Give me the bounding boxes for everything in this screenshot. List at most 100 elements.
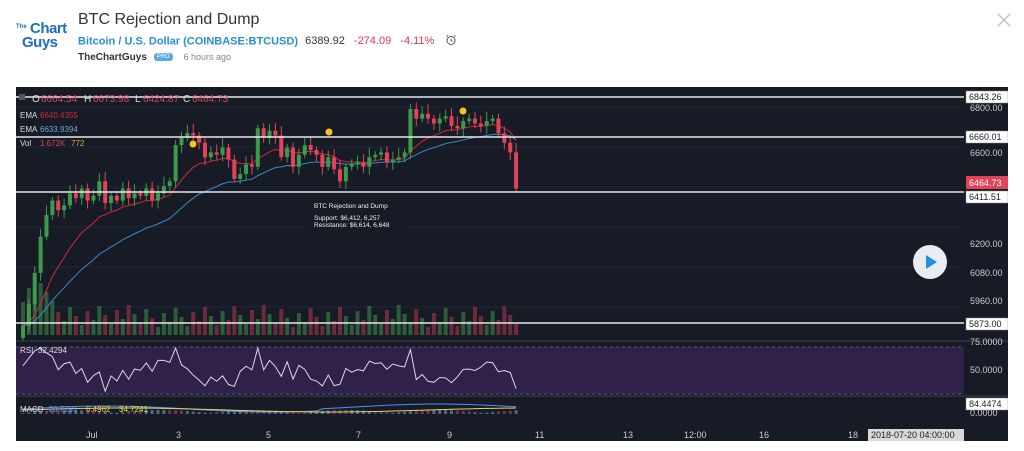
candle-body xyxy=(502,133,507,143)
author-line: TheChartGuys PRO 6 hours ago xyxy=(78,52,231,63)
time-tick: 12:00 xyxy=(684,430,707,440)
close-icon[interactable] xyxy=(996,12,1012,28)
candle-body xyxy=(337,169,342,182)
candle-body xyxy=(467,118,472,122)
candle-body xyxy=(455,125,460,129)
volume-bar xyxy=(244,324,249,335)
rsi-tick: 75.0000 xyxy=(970,337,1003,347)
candle-body xyxy=(396,157,401,160)
macd-histogram-bar xyxy=(455,410,459,414)
candle-body xyxy=(156,193,161,201)
macd-histogram-bar xyxy=(156,410,160,414)
candle-body xyxy=(449,116,454,126)
volume-bar xyxy=(67,307,72,335)
volume-bar xyxy=(408,323,413,335)
macd-histogram-bar xyxy=(174,410,178,414)
macd-histogram-bar xyxy=(432,410,436,414)
volume-bar xyxy=(361,320,366,335)
logo-guys-text: Guys xyxy=(22,34,58,51)
chart-area[interactable]: O 6664.54 H 6673.98 L 6424.87 C 6464.73 … xyxy=(16,87,1009,441)
candle-body xyxy=(414,109,419,119)
macd-histogram-bar xyxy=(215,412,219,414)
time-cursor-label: 2018-07-20 04:00:00 xyxy=(871,430,955,440)
volume-bar xyxy=(179,317,184,335)
candle-body xyxy=(431,118,436,124)
time-tick: 5 xyxy=(266,430,271,440)
svg-text:L: L xyxy=(135,94,141,105)
time-ago: 6 hours ago xyxy=(183,52,232,62)
candle-body xyxy=(85,188,90,201)
candle-body xyxy=(244,164,249,175)
symbol-link[interactable]: Bitcoin / U.S. Dollar (COINBASE:BTCUSD) xyxy=(78,35,299,48)
macd-histogram-bar xyxy=(86,410,90,414)
volume-bar xyxy=(285,318,290,335)
volume-bar xyxy=(144,309,149,335)
candle-body xyxy=(255,128,260,167)
last-price: 6389.92 xyxy=(305,35,345,48)
macd-histogram-bar xyxy=(502,411,506,414)
candle-body xyxy=(191,133,196,136)
volume-bar xyxy=(402,314,407,335)
macd-histogram-bar xyxy=(27,412,31,414)
macd-histogram-bar xyxy=(444,410,448,414)
candle-body xyxy=(91,195,96,201)
pro-badge: PRO xyxy=(153,53,173,62)
macd-histogram-bar xyxy=(138,410,142,414)
macd-histogram-bar xyxy=(109,412,113,414)
price-change-percent: -4.11% xyxy=(400,35,435,48)
alarm-clock-icon[interactable] xyxy=(445,34,457,49)
volume-bar xyxy=(496,320,501,335)
macd-histogram-bar xyxy=(373,411,377,414)
macd-histogram-bar xyxy=(56,410,60,414)
volume-bar xyxy=(232,306,237,335)
candle-body xyxy=(79,188,84,199)
play-button[interactable] xyxy=(913,245,947,279)
macd-histogram-bar xyxy=(403,411,407,414)
volume-bar xyxy=(478,316,483,335)
author-name[interactable]: TheChartGuys xyxy=(78,52,147,63)
candle-body xyxy=(296,154,301,167)
macd-histogram-bar xyxy=(508,410,512,414)
price-tick: 6600.00 xyxy=(970,148,1003,158)
idea-header: The Chart Guys BTC Rejection and Dump Bi… xyxy=(0,0,1024,72)
macd-histogram-bar xyxy=(91,410,95,414)
price-chart[interactable]: O 6664.54 H 6673.98 L 6424.87 C 6464.73 … xyxy=(16,87,1009,441)
macd-axis-label: 84.4474 xyxy=(969,399,1002,409)
logo-the-text: The xyxy=(16,24,27,30)
volume-bar xyxy=(484,325,489,335)
macd-histogram-bar xyxy=(68,410,72,414)
volume-bar xyxy=(261,305,266,335)
volume-bar xyxy=(202,307,207,335)
rsi-value: 32.4294 xyxy=(38,346,67,355)
macd-histogram-bar xyxy=(309,411,313,414)
candle-body xyxy=(308,145,313,150)
macd-histogram-bar xyxy=(97,411,101,414)
macd-histogram-bar xyxy=(491,412,495,414)
candle-body xyxy=(508,142,513,153)
macd-histogram-bar xyxy=(39,411,43,414)
ohlc-open: 6664.54 xyxy=(41,94,78,105)
macd-histogram-bar xyxy=(150,410,154,414)
chartguys-logo[interactable]: The Chart Guys xyxy=(16,20,70,52)
candle-body xyxy=(484,121,489,126)
candle-body xyxy=(232,159,237,179)
volume-bar xyxy=(91,320,96,335)
volume-bar xyxy=(302,322,307,335)
volume-bar xyxy=(320,326,325,335)
price-tick: 6080.00 xyxy=(970,268,1003,278)
time-tick: 13 xyxy=(623,430,633,440)
annotation-resistance: Resistance: $6,614, 6,648 xyxy=(314,222,390,229)
volume-bar xyxy=(62,321,67,335)
volume-bar xyxy=(120,319,125,335)
ohlc-high: 6673.98 xyxy=(93,94,130,105)
macd-line xyxy=(22,403,517,413)
candle-body xyxy=(21,325,25,338)
candle-body xyxy=(426,113,431,119)
volume-bar xyxy=(420,318,425,335)
volume-bar xyxy=(109,324,114,335)
candle-body xyxy=(320,154,325,167)
candle-body xyxy=(390,159,395,163)
volume-bar xyxy=(443,308,448,335)
macd-histogram-bar xyxy=(391,412,395,414)
price-tick: 5960.00 xyxy=(970,296,1003,306)
